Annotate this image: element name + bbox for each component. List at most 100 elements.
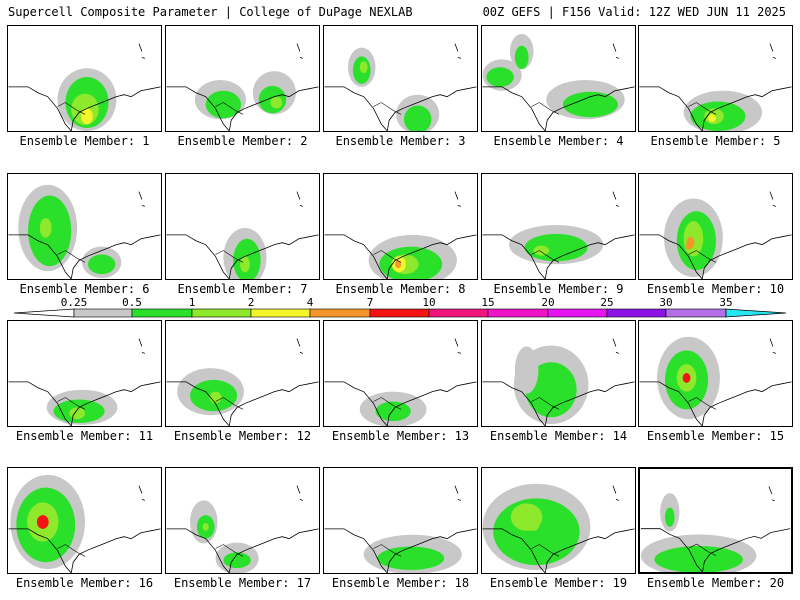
coastline (8, 381, 161, 426)
ensemble-member-panel-3[interactable] (323, 25, 478, 132)
colorbar-tick-label: 0.25 (60, 296, 88, 309)
island-outline (769, 43, 776, 59)
ensemble-member-label: Ensemble Member: 17 (173, 576, 312, 590)
ensemble-member-panel-17[interactable] (165, 467, 320, 574)
border-line (215, 397, 244, 410)
border-line (57, 250, 86, 263)
colorbar-tick-label: 20 (541, 296, 555, 309)
colorbar-segment (369, 308, 430, 318)
colorbar-segment (131, 308, 193, 318)
scp-contour (87, 254, 116, 275)
scp-contour (202, 522, 209, 531)
scp-contour (81, 108, 93, 125)
colorbar-tick-label: 10 (422, 296, 436, 309)
ensemble-member-panel-2[interactable] (165, 25, 320, 132)
ensemble-member-panel-10[interactable] (638, 173, 793, 280)
coastline (482, 234, 635, 279)
ensemble-member-label: Ensemble Member: 9 (493, 282, 624, 296)
ensemble-member-panel-20[interactable] (638, 467, 793, 574)
border-line (688, 543, 717, 556)
ensemble-member-panel-7[interactable] (165, 173, 320, 280)
ensemble-member-panel-8[interactable] (323, 173, 478, 280)
scp-contour (270, 96, 283, 109)
ensemble-member-panel-11[interactable] (7, 320, 162, 427)
scp-contour (375, 401, 411, 422)
scp-map (8, 474, 161, 573)
ensemble-member-panel-13[interactable] (323, 320, 478, 427)
island-outline (769, 191, 776, 207)
island-outline (296, 485, 303, 501)
scp-contour (403, 105, 432, 131)
scp-map (8, 43, 161, 131)
scp-map (324, 485, 477, 573)
ensemble-member-label: Ensemble Member: 8 (335, 282, 466, 296)
colorbar-tick-label: 4 (306, 296, 314, 309)
scp-contour (69, 407, 85, 420)
scp-map (639, 191, 792, 279)
scp-contour (654, 546, 743, 572)
colorbar-tick-label: 0.5 (122, 296, 142, 309)
island-outline (138, 191, 145, 207)
scp-map (8, 184, 161, 279)
scp-map (324, 43, 477, 131)
scp-contour (682, 373, 691, 383)
colorbar-segment (428, 308, 489, 318)
ensemble-member-panel-1[interactable] (7, 25, 162, 132)
coastline (482, 381, 635, 426)
scp-contour (205, 90, 242, 119)
border-line (531, 397, 560, 410)
ensemble-member-panel-6[interactable] (7, 173, 162, 280)
border-line (215, 544, 244, 557)
island-outline (296, 191, 303, 207)
scp-contour (664, 507, 675, 527)
border-line (215, 250, 244, 263)
ensemble-member-label: Ensemble Member: 15 (646, 429, 785, 443)
scp-map (324, 338, 477, 426)
ensemble-member-panel-4[interactable] (481, 25, 636, 132)
border-line (688, 250, 717, 263)
scp-map (166, 43, 319, 131)
colorbar-segment (73, 308, 133, 318)
ensemble-member-label: Ensemble Member: 5 (650, 134, 781, 148)
scp-contour (240, 256, 250, 273)
coastline (324, 234, 477, 279)
ensemble-member-panel-5[interactable] (638, 25, 793, 132)
island-outline (612, 338, 619, 354)
ensemble-member-panel-19[interactable] (481, 467, 636, 574)
coastline (324, 528, 477, 573)
colorbar-tick-label: 25 (600, 296, 614, 309)
scp-contour (209, 391, 222, 404)
colorbar-tick-label: 7 (366, 296, 374, 309)
scp-map (482, 33, 635, 131)
ensemble-member-label: Ensemble Member: 18 (331, 576, 470, 590)
ensemble-member-panel-14[interactable] (481, 320, 636, 427)
coastline (639, 381, 792, 426)
coastline (639, 234, 792, 279)
scp-map (482, 483, 635, 573)
island-outline (612, 191, 619, 207)
coastline (166, 234, 319, 279)
scp-contour (39, 218, 52, 238)
border-line (57, 544, 86, 557)
colorbar-segment (487, 308, 549, 318)
ensemble-member-panel-16[interactable] (7, 467, 162, 574)
colorbar-segment (309, 308, 371, 318)
scp-map (482, 338, 635, 426)
ensemble-member-panel-12[interactable] (165, 320, 320, 427)
border-line (373, 397, 402, 410)
border-line (373, 544, 402, 557)
island-outline (138, 43, 145, 59)
ensemble-member-panel-9[interactable] (481, 173, 636, 280)
colorbar-tick-label: 1 (188, 296, 196, 309)
island-outline (612, 43, 619, 59)
scp-map (166, 191, 319, 279)
border-line (373, 102, 402, 115)
scp-contour (514, 346, 539, 394)
coastline (482, 528, 635, 573)
ensemble-member-label: Ensemble Member: 14 (489, 429, 628, 443)
island-outline (138, 485, 145, 501)
scp-contour (533, 245, 550, 256)
island-outline (454, 485, 461, 501)
ensemble-member-panel-15[interactable] (638, 320, 793, 427)
ensemble-member-panel-18[interactable] (323, 467, 478, 574)
